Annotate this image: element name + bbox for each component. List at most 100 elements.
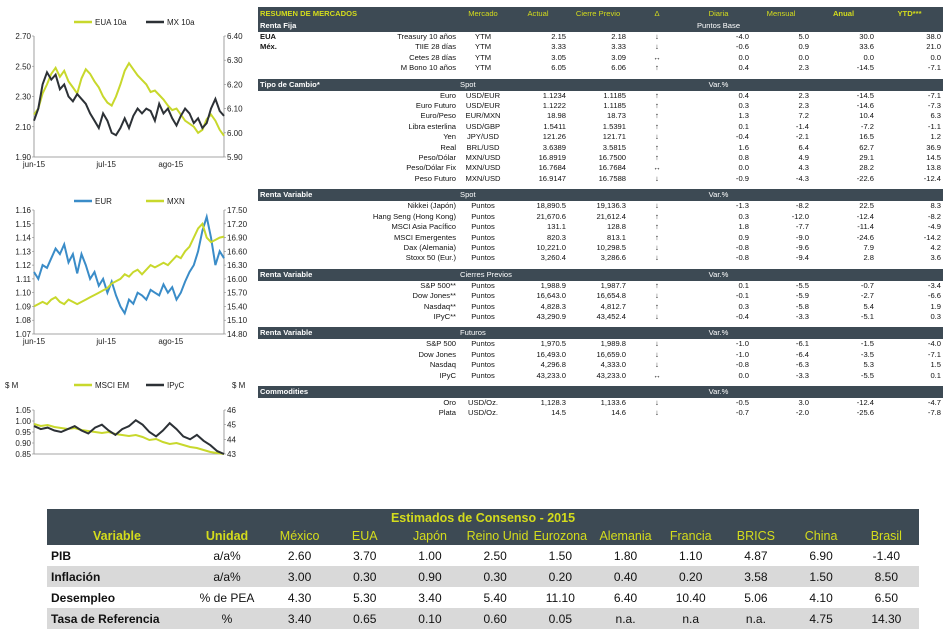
row-mensual: -5.5: [795, 280, 810, 290]
trend-flat-arrow-icon: ↔: [653, 370, 661, 380]
x-tick-label: jun-15: [22, 337, 46, 346]
consensus-cell: 1.50: [548, 548, 573, 563]
row-diaria: 0.0: [738, 370, 750, 380]
table-row: MSCI Asia Pacífico Puntos 131.1 128.8 ↑ 1.8 -7…: [258, 222, 943, 232]
series-line-eua-10a: [33, 61, 225, 137]
row-cierre-previo: 3.09: [611, 52, 627, 62]
consensus-col-header: Alemania: [592, 527, 659, 545]
row-diaria: -0.8: [735, 360, 750, 370]
row-mensual: 2.3: [798, 63, 810, 73]
consensus-cell: 5.40: [483, 590, 507, 605]
left-tick-label: 2.30: [15, 93, 31, 102]
consensus-cell: 0.20: [527, 566, 593, 587]
row-ytd: 1.5: [930, 360, 942, 370]
row-anual: 5.3: [863, 360, 875, 370]
trend-up-arrow-icon: ↑: [655, 211, 659, 221]
row-name: Nasdaq: [429, 360, 457, 370]
right-tick-label: 17.50: [227, 206, 248, 215]
consensus-cell: 0.20: [658, 566, 724, 587]
row-unit: Puntos: [471, 311, 495, 321]
trend-up-arrow-icon: ↑: [655, 232, 659, 242]
row-anual: 62.7: [859, 142, 875, 152]
row-mensual: 4.3: [798, 163, 810, 173]
row-anual: -5.5: [860, 370, 875, 380]
row-unit: MXN/USD: [465, 163, 501, 173]
row-diaria: -1.0: [735, 349, 750, 359]
row-cierre-previo: 14.6: [611, 408, 627, 418]
row-actual: 1.1222: [542, 101, 567, 111]
row-ytd: -14.2: [923, 232, 942, 242]
consensus-cell: 5.06: [744, 590, 768, 605]
col-delta: Δ: [628, 7, 687, 20]
row-cierre-previo: 1,987.7: [600, 280, 627, 290]
row-anual: 16.5: [859, 132, 875, 142]
row-region: Méx.: [260, 42, 277, 52]
row-anual: 33.6: [859, 42, 875, 52]
row-mensual: -6.1: [795, 339, 810, 349]
consensus-cell: 0.90: [397, 566, 463, 587]
row-cierre-previo: 16.7588: [598, 173, 627, 183]
row-name: MSCI Asia Pacífico: [391, 222, 457, 232]
section-label: Renta Fija: [258, 20, 459, 32]
table-row: Real BRL/USD 3.6389 3.5815 ↑ 1.6 6.4 62.7 36.9: [258, 143, 943, 153]
left-tick-label: 1.12: [15, 261, 31, 270]
row-ytd: -1.1: [927, 121, 942, 131]
right-tick-label: 46: [227, 406, 236, 415]
row-actual: 43,290.9: [536, 311, 567, 321]
x-tick-label: jun-15: [22, 160, 46, 169]
consensus-col-header: BRICS: [723, 527, 789, 545]
row-name: Cetes 28 días: [409, 52, 457, 62]
row-mensual: -3.3: [795, 370, 810, 380]
section-sublabel: Cierres Previos: [458, 268, 629, 281]
right-axis-unit: $ M: [232, 381, 246, 390]
row-name: Plata: [438, 408, 457, 418]
trend-flat-arrow-icon: ↔: [653, 52, 661, 62]
row-actual: 16.8919: [538, 153, 567, 163]
row-ytd: -7.1: [927, 349, 942, 359]
right-tick-label: 15.40: [227, 302, 248, 311]
row-unit: Puntos: [471, 360, 495, 370]
row-anual: -22.6: [856, 173, 875, 183]
row-unit: Puntos: [471, 232, 495, 242]
row-cierre-previo: 16,654.8: [596, 291, 627, 301]
row-name: IPyC: [439, 370, 457, 380]
left-tick-label: 1.11: [16, 275, 32, 284]
row-cierre-previo: 4,333.0: [600, 360, 627, 370]
consensus-row: Desempleo % de PEA 4.30 5.30 3.40 5.40 11.10 6.…: [47, 587, 919, 608]
x-tick-label: ago-15: [158, 337, 183, 346]
row-cierre-previo: 2.18: [611, 32, 627, 41]
row-diaria: -0.1: [735, 291, 750, 301]
row-anual: -7.2: [860, 121, 875, 131]
trend-flat-arrow-icon: ↔: [653, 163, 661, 173]
section-commodities: Commodities Var.%: [258, 385, 944, 398]
consensus-cell: 3.58: [723, 566, 789, 587]
right-tick-label: 16.60: [227, 247, 248, 256]
table-row: S&P 500** Puntos 1,988.9 1,987.7 ↑ 0.1 -5.5 -0.…: [258, 281, 943, 291]
row-actual: 1.1234: [542, 90, 567, 100]
row-diaria: -0.7: [735, 408, 750, 418]
row-ytd: 36.9: [926, 142, 942, 152]
row-name: Peso/Dólar Fix: [406, 163, 457, 173]
left-tick-label: 1.16: [15, 206, 31, 215]
row-name: Peso/Dólar: [418, 153, 457, 163]
table-row: Stoxx 50 (Eur.) Puntos 3,260.4 3,286.6 ↓ -0.8…: [258, 253, 943, 263]
section-label: Renta Variable: [258, 327, 459, 340]
row-cierre-previo: 43,452.4: [596, 311, 627, 321]
consensus-cell: n.a: [658, 608, 724, 629]
row-diaria: 1.3: [738, 111, 750, 121]
consensus-col-header: Reino Unido: [462, 527, 528, 545]
consensus-row-label: PIB: [51, 548, 72, 563]
row-mensual: -5.8: [795, 301, 810, 311]
row-mensual: 2.3: [798, 90, 810, 100]
consensus-col-header: China: [788, 527, 854, 545]
row-ytd: -8.2: [927, 211, 942, 221]
table-row: S&P 500 Puntos 1,970.5 1,989.8 ↓ -1.0 -6.1 -1.5…: [258, 339, 943, 349]
trend-up-arrow-icon: ↑: [655, 101, 659, 111]
left-tick-label: 1.13: [15, 247, 31, 256]
row-name: TIIE 28 días: [415, 42, 457, 52]
consensus-cell: 0.05: [527, 608, 593, 629]
row-cierre-previo: 1.1185: [603, 101, 627, 111]
row-diaria: -0.6: [735, 42, 750, 52]
left-tick-label: 1.05: [15, 406, 31, 415]
row-actual: 4,828.3: [540, 301, 567, 311]
